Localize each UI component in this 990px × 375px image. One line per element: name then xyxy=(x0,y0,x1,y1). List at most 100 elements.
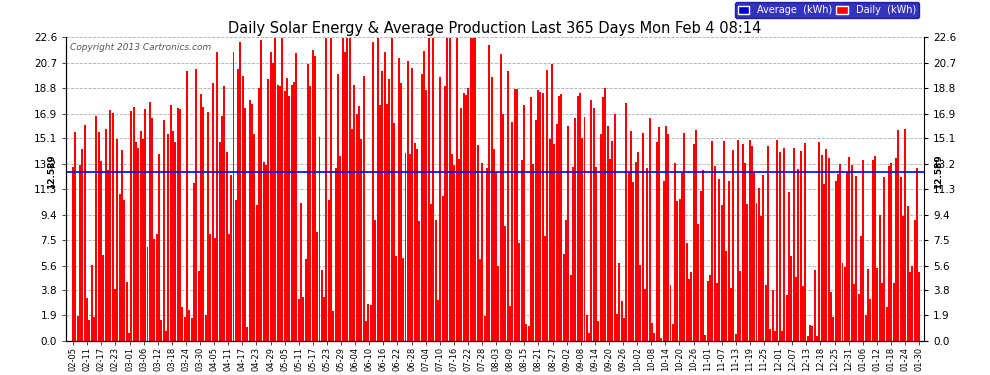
Bar xyxy=(186,71,188,341)
Bar xyxy=(560,93,562,341)
Bar xyxy=(298,299,300,341)
Bar xyxy=(788,192,790,341)
Bar xyxy=(307,64,309,341)
Bar xyxy=(544,236,545,341)
Bar xyxy=(546,70,548,341)
Bar xyxy=(140,130,142,341)
Bar xyxy=(658,127,660,341)
Bar xyxy=(116,139,118,341)
Bar xyxy=(672,324,674,341)
Bar xyxy=(721,205,723,341)
Bar xyxy=(821,155,823,341)
Bar xyxy=(633,182,635,341)
Bar xyxy=(430,204,432,341)
Bar xyxy=(707,281,709,341)
Bar xyxy=(312,50,314,341)
Bar xyxy=(202,106,204,341)
Bar xyxy=(572,166,574,341)
Bar xyxy=(131,111,133,341)
Bar xyxy=(221,116,223,341)
Bar xyxy=(233,53,235,341)
Bar xyxy=(305,259,307,341)
Bar xyxy=(900,177,902,341)
Bar xyxy=(665,126,667,341)
Bar xyxy=(279,86,281,341)
Bar xyxy=(542,93,544,341)
Bar xyxy=(198,271,200,341)
Bar xyxy=(772,290,774,341)
Bar xyxy=(365,321,367,341)
Bar xyxy=(628,172,630,341)
Bar xyxy=(223,86,225,341)
Bar xyxy=(811,326,813,341)
Bar xyxy=(91,265,93,341)
Bar xyxy=(286,78,288,341)
Bar xyxy=(862,160,864,341)
Bar xyxy=(781,331,783,341)
Bar xyxy=(755,203,757,341)
Bar xyxy=(533,164,535,341)
Bar xyxy=(872,160,874,341)
Bar xyxy=(786,295,788,341)
Bar xyxy=(340,156,342,341)
Bar xyxy=(593,108,595,341)
Bar xyxy=(719,179,721,341)
Bar xyxy=(500,54,502,341)
Bar xyxy=(242,76,244,341)
Bar xyxy=(512,122,514,341)
Bar xyxy=(474,39,476,341)
Bar xyxy=(728,181,730,341)
Bar xyxy=(369,305,371,341)
Bar xyxy=(586,315,588,341)
Bar xyxy=(528,326,530,341)
Bar xyxy=(453,165,455,341)
Bar xyxy=(419,221,421,341)
Bar xyxy=(523,105,525,341)
Bar xyxy=(119,194,121,341)
Bar xyxy=(595,167,597,341)
Bar xyxy=(455,39,457,341)
Bar xyxy=(435,220,437,341)
Bar xyxy=(790,256,792,341)
Bar xyxy=(353,85,355,341)
Bar xyxy=(814,270,816,341)
Bar xyxy=(295,53,297,341)
Bar xyxy=(507,71,509,341)
Legend: Average  (kWh), Daily  (kWh): Average (kWh), Daily (kWh) xyxy=(735,2,919,18)
Bar xyxy=(514,89,516,341)
Bar xyxy=(260,40,262,341)
Bar xyxy=(535,120,537,341)
Bar xyxy=(683,133,685,341)
Bar xyxy=(338,74,340,341)
Bar xyxy=(400,83,402,341)
Bar xyxy=(235,200,237,341)
Bar xyxy=(314,56,316,341)
Bar xyxy=(451,154,453,341)
Bar xyxy=(407,61,409,341)
Bar xyxy=(581,138,583,341)
Bar xyxy=(700,191,702,341)
Bar xyxy=(605,87,607,341)
Bar xyxy=(219,142,221,341)
Bar xyxy=(551,64,553,341)
Bar xyxy=(897,130,899,341)
Bar xyxy=(776,140,778,341)
Bar xyxy=(102,255,104,341)
Bar xyxy=(712,141,714,341)
Bar xyxy=(667,134,669,341)
Bar xyxy=(879,215,881,341)
Bar xyxy=(888,166,890,341)
Bar xyxy=(421,74,423,341)
Bar xyxy=(614,114,616,341)
Text: Copyright 2013 Cartronics.com: Copyright 2013 Cartronics.com xyxy=(70,43,212,52)
Bar xyxy=(360,139,362,341)
Bar xyxy=(302,297,304,341)
Bar xyxy=(333,311,335,341)
Bar xyxy=(238,69,240,341)
Bar xyxy=(690,272,692,341)
Bar xyxy=(742,144,743,341)
Bar xyxy=(100,162,102,341)
Bar xyxy=(138,148,140,341)
Bar xyxy=(857,294,859,341)
Bar xyxy=(72,167,74,341)
